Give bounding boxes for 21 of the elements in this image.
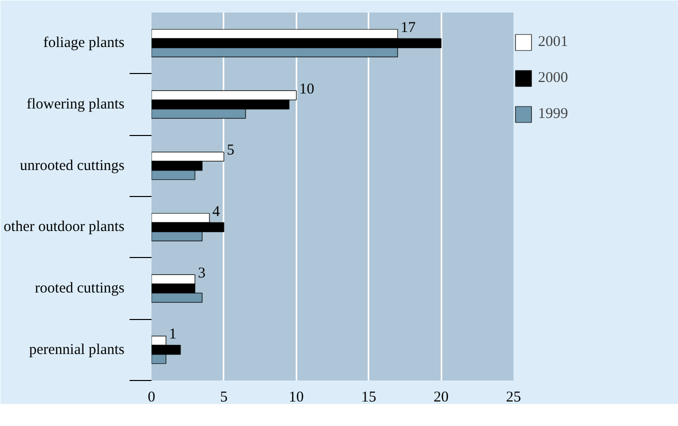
y-tick-label: unrooted cuttings [20,158,125,174]
legend-label: 1999 [538,106,568,122]
y-tick-label: rooted cuttings [34,280,125,296]
y-tick-label: perennial plants [29,342,125,358]
data-label: 1 [168,326,176,343]
data-label: 4 [212,204,220,220]
data-label: 5 [226,142,234,159]
x-tick-label: 10 [288,390,304,406]
x-tick-label: 0 [148,390,156,406]
legend-label: 2000 [538,70,568,86]
x-tick-label: 20 [434,390,449,406]
data-label: 10 [299,81,314,98]
x-tick-label: 5 [220,390,228,406]
data-label: 3 [198,265,206,282]
data-label: 17 [400,20,416,36]
y-tick-label: flowering plants [26,96,125,112]
x-tick-label: 15 [361,390,376,406]
x-tick-label: 25 [506,390,521,406]
y-tick-label: foliage plants [43,35,125,52]
legend-label: 2001 [538,34,568,50]
y-tick-label: other outdoor plants [4,219,125,236]
